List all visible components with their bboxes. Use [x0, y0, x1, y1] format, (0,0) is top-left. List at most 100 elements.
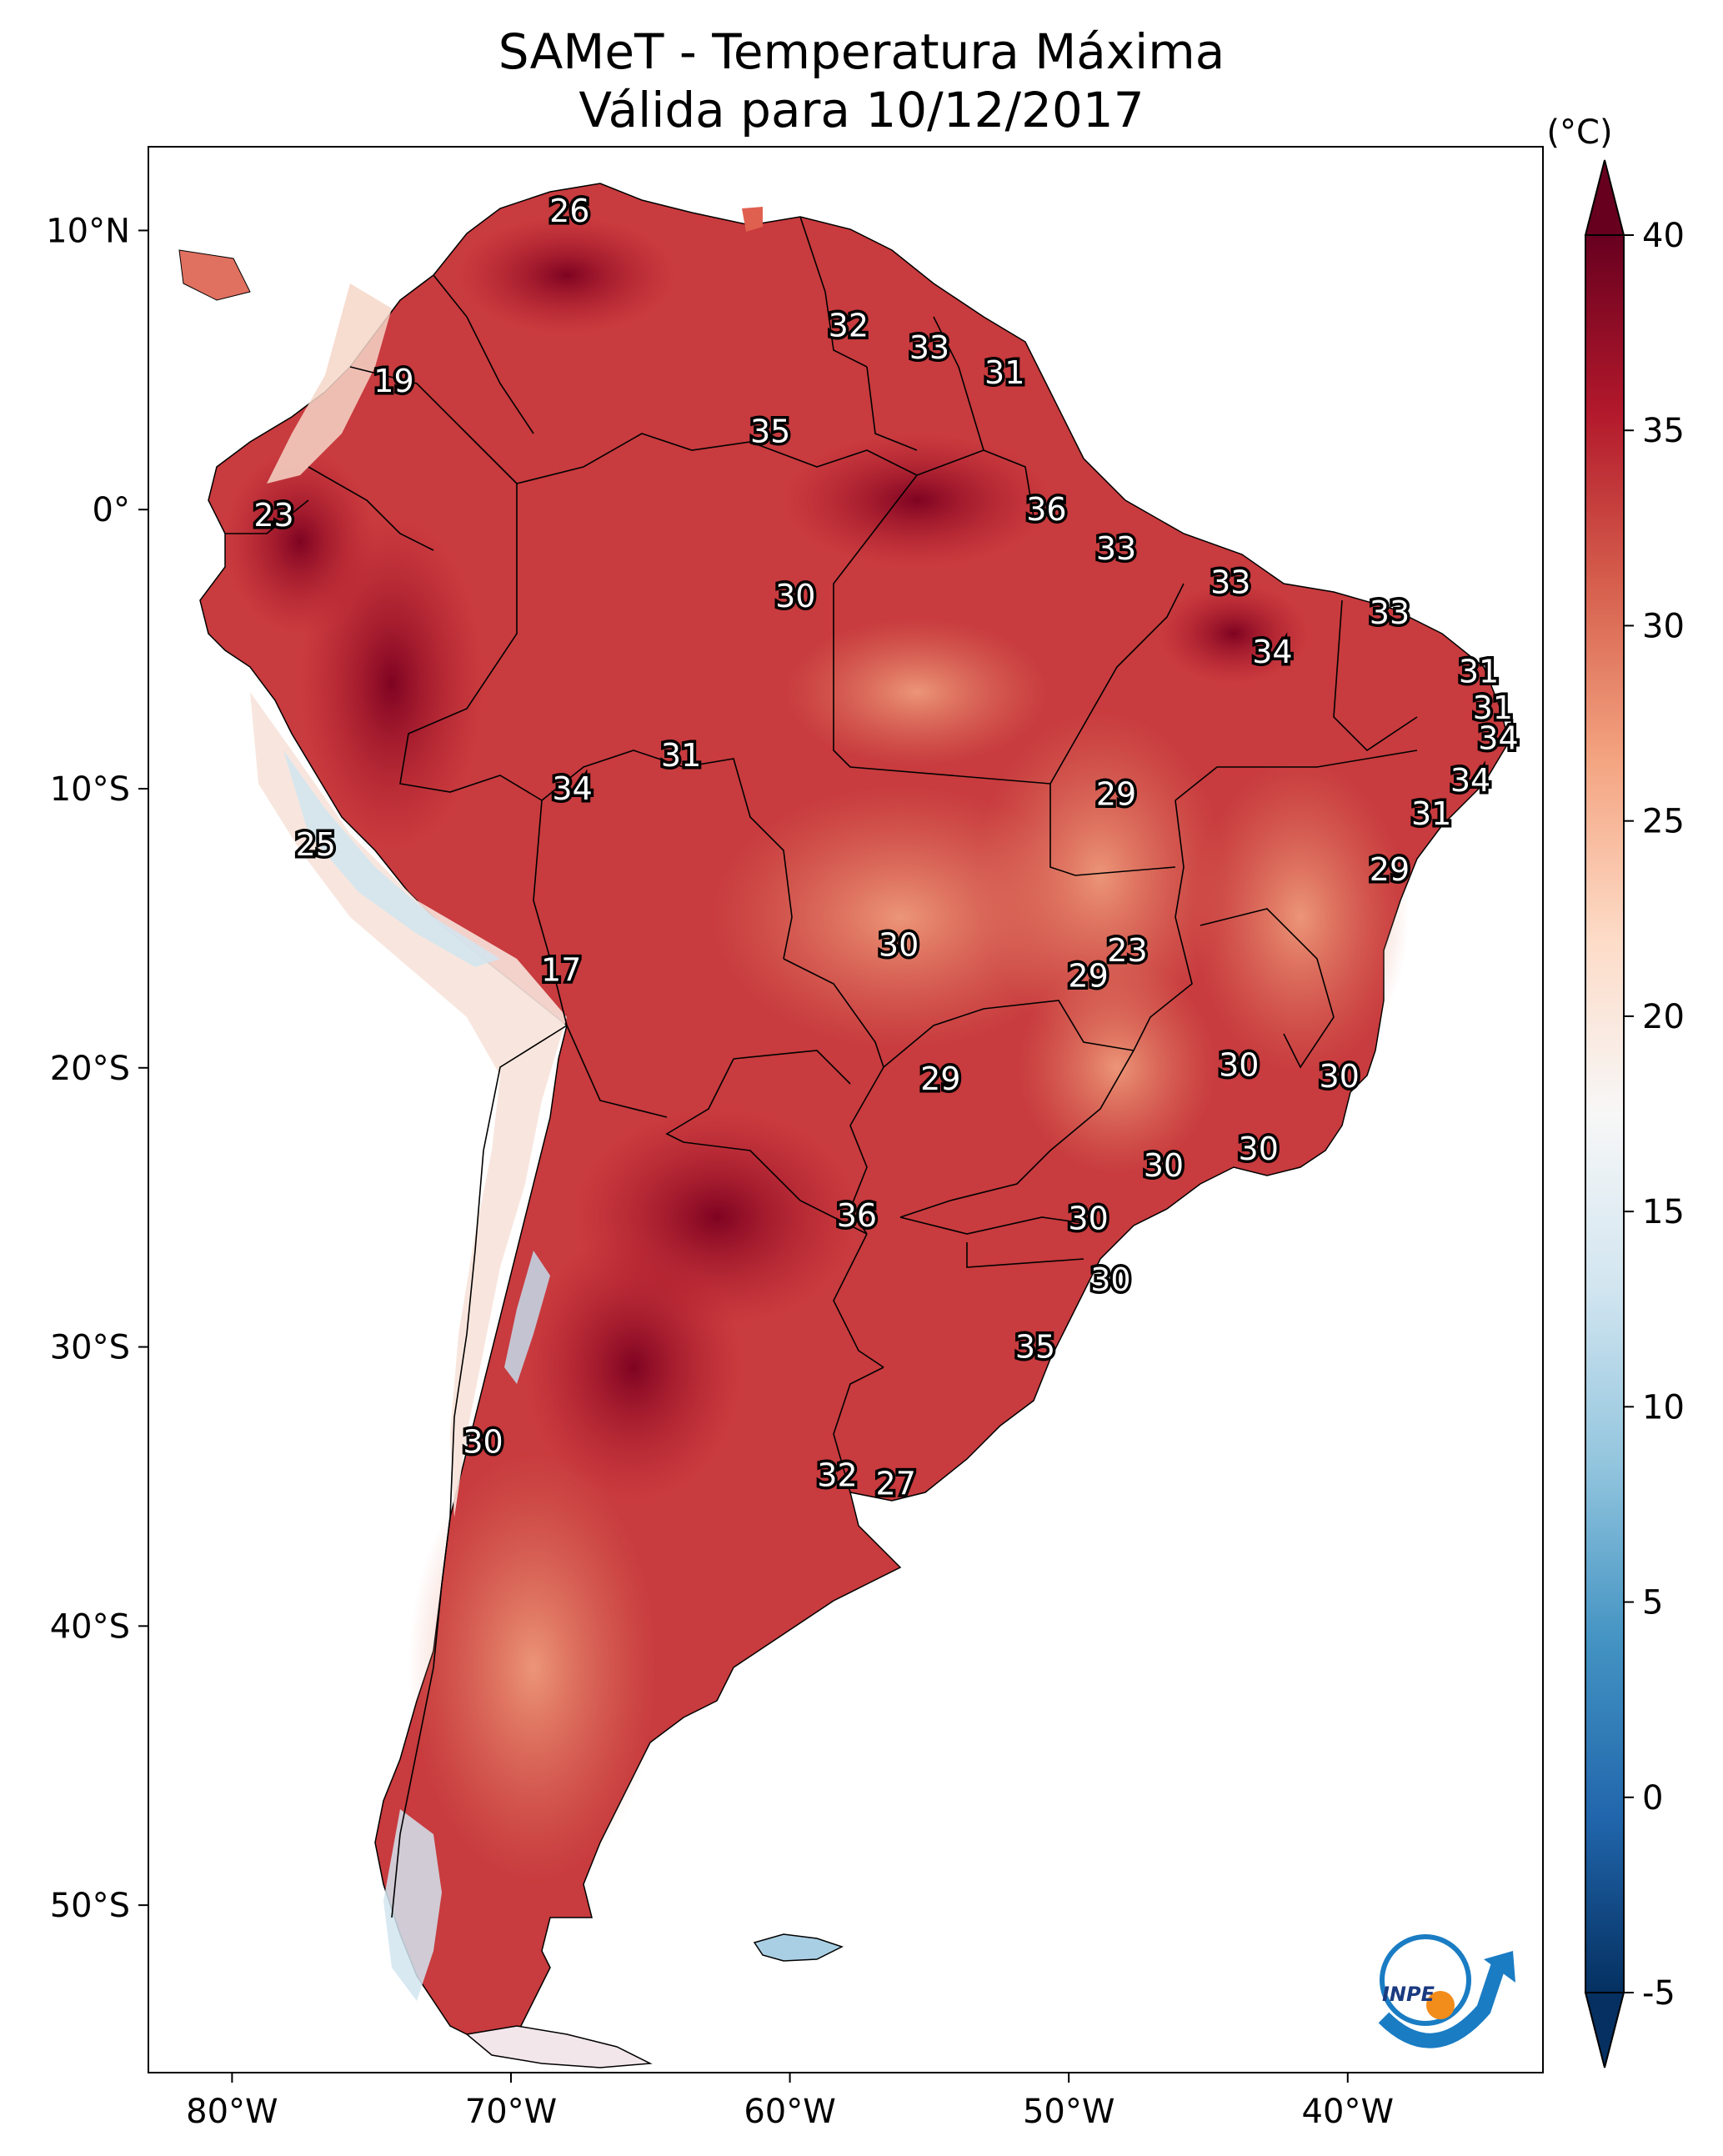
- station-temperature-label: 36: [837, 1197, 877, 1234]
- lon-tick-label: 40°W: [1302, 2093, 1394, 2131]
- station-temperature-label: 31: [1473, 689, 1513, 726]
- hot-spot-venezuela: [458, 217, 675, 333]
- colorbar-bottom-arrow: [1584, 1992, 1625, 2068]
- station-temperature-label: 26: [549, 193, 589, 229]
- lat-tick-label: 50°S: [50, 1887, 130, 1925]
- colorbar-tick-label: -5: [1642, 1974, 1675, 2013]
- hot-spot-argentina: [525, 1234, 742, 1501]
- station-temperature-label: 31: [1459, 653, 1499, 689]
- map-subtitle: Válida para 10/12/2017: [579, 82, 1144, 138]
- lat-tick-label: 30°S: [50, 1329, 130, 1367]
- warm-patch-mg: [1017, 959, 1217, 1176]
- station-temperature-label: 17: [541, 952, 581, 989]
- lat-tick-label: 0°: [93, 491, 130, 529]
- colorbar-tick-label: 15: [1642, 1193, 1685, 1231]
- colorbar-ticks: 40 35 30 25 20 15 10 5 0 -5: [1624, 217, 1685, 2013]
- station-temperature-label: 34: [1252, 634, 1292, 670]
- logo-arrowhead: [1484, 1951, 1515, 1983]
- tierra-del-fuego: [465, 2025, 653, 2068]
- station-temperature-label: 34: [552, 770, 592, 807]
- station-temperature-label: 23: [1107, 932, 1147, 969]
- station-temperature-label: 25: [296, 826, 336, 863]
- warm-patch-para: [784, 617, 1050, 767]
- station-temperature-label: 29: [1370, 851, 1410, 888]
- station-temperature-label: 34: [1478, 720, 1518, 757]
- station-temperature-label: 33: [909, 329, 949, 366]
- lon-tick-label: 50°W: [1023, 2093, 1114, 2131]
- lon-tick-label: 70°W: [465, 2093, 557, 2131]
- station-temperature-label: 30: [879, 926, 919, 963]
- map-title: SAMeT - Temperatura Máxima: [498, 23, 1225, 80]
- colorbar-tick-label: 40: [1642, 217, 1685, 255]
- galapagos-coast: [178, 249, 251, 301]
- colorbar-tick-label: 5: [1642, 1584, 1663, 1622]
- hot-spot-maranhao: [1159, 584, 1309, 684]
- station-temperature-label: 33: [1096, 530, 1136, 567]
- logo-text: INPE: [1382, 1983, 1435, 2006]
- colorbar-tick-label: 25: [1642, 803, 1685, 841]
- andes-cold-strip: [250, 692, 567, 1517]
- warm-patch-patagonia: [408, 1451, 659, 1884]
- colorbar-top-arrow: [1584, 159, 1625, 236]
- colorbar: (°C) 40 35 30 25 20 15 10 5 0 -5: [1546, 113, 1685, 2068]
- station-temperature-label: 30: [1219, 1046, 1259, 1083]
- colorbar-unit: (°C): [1546, 113, 1612, 152]
- longitude-ticks: 80°W 70°W 60°W 50°W 40°W: [186, 2073, 1394, 2131]
- hot-spot-para: [784, 434, 1050, 567]
- colorbar-tick-label: 0: [1642, 1779, 1663, 1818]
- colorbar-tick-label: 35: [1642, 412, 1685, 450]
- station-temperature-label: 30: [1144, 1147, 1184, 1184]
- station-temperature-label: 34: [1450, 762, 1490, 799]
- logo-ring: [1380, 1934, 1471, 2026]
- station-temperature-label: 33: [1210, 564, 1250, 600]
- falkland-islands: [753, 1933, 844, 1962]
- andes-colombia: [267, 283, 392, 484]
- station-temperature-label: 29: [1096, 776, 1136, 813]
- inpe-logo: INPE: [1378, 1934, 1515, 2048]
- station-temperature-label: 35: [750, 413, 790, 449]
- station-temperature-label: 30: [463, 1423, 503, 1460]
- trinidad-island: [742, 207, 763, 232]
- station-temperature-label: 31: [661, 737, 701, 774]
- logo-arrow: [1378, 1957, 1508, 2048]
- station-temperature-label: 27: [876, 1466, 916, 1502]
- station-temperature-label: 30: [1068, 1201, 1108, 1237]
- colorbar-tick-label: 30: [1642, 607, 1685, 645]
- warm-patch-bahia: [1192, 759, 1409, 1075]
- station-temperature-label: 30: [775, 578, 815, 614]
- station-temperature-label: 23: [253, 497, 293, 534]
- lon-tick-label: 80°W: [186, 2093, 278, 2131]
- colorbar-tick-label: 20: [1642, 998, 1685, 1036]
- lat-tick-label: 10°S: [50, 770, 130, 809]
- borders: [225, 216, 1418, 1918]
- lat-tick-label: 40°S: [50, 1607, 130, 1646]
- andes-blue-peru: [283, 750, 500, 967]
- warm-patch-tocantins: [975, 709, 1225, 1042]
- station-temperature-label: 30: [1239, 1131, 1279, 1167]
- latitude-ticks: 10°N 0° 10°S 20°S 30°S 40°S 50°S: [46, 212, 148, 1925]
- station-temperature-label: 32: [829, 307, 869, 343]
- station-temperature-label: 19: [373, 363, 413, 399]
- logo-sun: [1426, 1991, 1455, 2019]
- lat-tick-label: 10°N: [46, 212, 130, 250]
- station-temperature-label: 36: [1026, 491, 1066, 528]
- station-temperature-label: 33: [1370, 594, 1410, 631]
- colorbar-tick-label: 10: [1642, 1388, 1685, 1426]
- hot-spot-amazon: [300, 517, 483, 850]
- station-temperature-label: 31: [984, 354, 1024, 391]
- station-temperature-label: 30: [1320, 1058, 1360, 1095]
- andes-blue-chile: [504, 1251, 550, 1384]
- station-temperature-label: 32: [817, 1457, 857, 1494]
- lat-tick-label: 20°S: [50, 1050, 130, 1088]
- station-temperature-label: 30: [1090, 1261, 1130, 1298]
- station-temperature-label: 29: [1068, 957, 1108, 994]
- colorbar-gradient: [1585, 234, 1625, 1993]
- station-temperature-label: 29: [920, 1060, 960, 1097]
- lon-tick-label: 60°W: [744, 2093, 835, 2131]
- station-temperature-label: 31: [1411, 795, 1451, 832]
- station-temperature-label: 35: [1015, 1329, 1055, 1366]
